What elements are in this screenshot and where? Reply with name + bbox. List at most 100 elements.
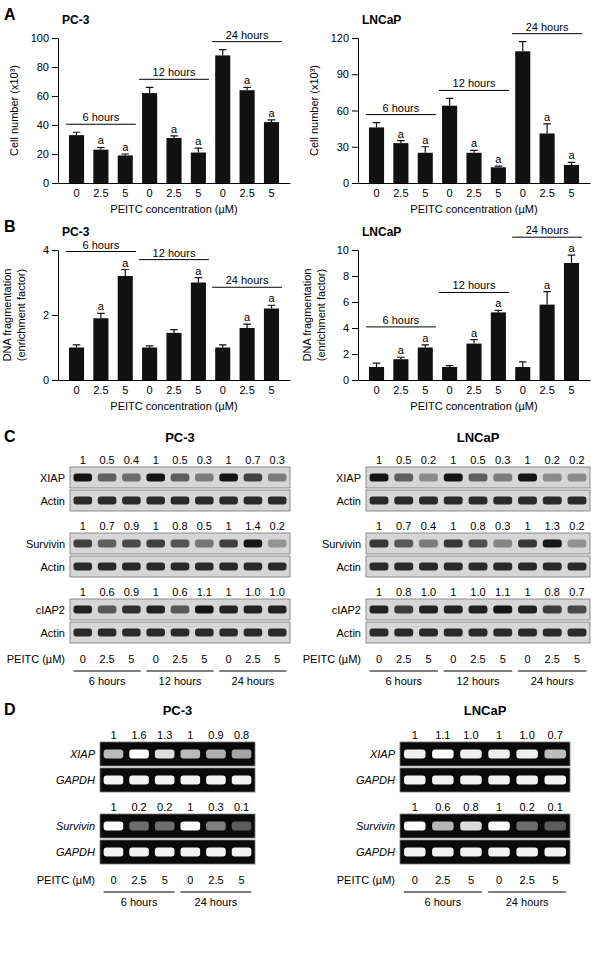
- group-line: [219, 671, 286, 672]
- error-bar: [146, 346, 154, 348]
- bar: [166, 138, 181, 183]
- control-band: [155, 847, 175, 856]
- lane-label: 2.5: [99, 653, 114, 665]
- x-tick-label: 5: [268, 187, 274, 199]
- quantification-label: 1: [376, 520, 382, 532]
- row-label: GAPDH: [56, 846, 95, 858]
- quantification-label: 0.7: [245, 454, 260, 466]
- control-band: [370, 497, 389, 505]
- control-band: [394, 629, 413, 637]
- significance-label: a: [171, 123, 178, 135]
- quantification-label: 1: [412, 729, 418, 741]
- quantification-label: 0.3: [197, 454, 212, 466]
- group-line: [146, 671, 213, 672]
- x-tick-label: 2.5: [166, 187, 181, 199]
- y-axis-line: [58, 251, 59, 381]
- bar-chart: 030609012002.5502.5502.55aaaaaa6 hours12…: [308, 13, 591, 215]
- control-band: [98, 629, 117, 637]
- quantification-label: 1: [226, 586, 232, 598]
- control-band: [488, 847, 509, 856]
- error-bar: [219, 345, 227, 348]
- x-tick-label: 2.5: [93, 384, 108, 396]
- error-bar: [373, 363, 381, 367]
- band: [469, 474, 488, 482]
- error-bar: [495, 166, 503, 167]
- control-band: [460, 847, 481, 856]
- lane-label: 2.5: [470, 653, 485, 665]
- plot-marks: [69, 50, 279, 183]
- band: [244, 540, 263, 548]
- control-band: [469, 563, 488, 571]
- error-bar: [268, 120, 276, 122]
- band: [469, 606, 488, 614]
- strip-background: [400, 814, 570, 838]
- group-label: 12 hours: [159, 675, 202, 687]
- error-bar: [568, 255, 576, 263]
- group-line: [518, 671, 587, 672]
- quantification-label: 0.2: [157, 801, 172, 813]
- bar: [93, 318, 108, 380]
- y-tick-mark: [352, 354, 358, 355]
- x-tick: 0: [147, 187, 153, 199]
- control-band: [516, 775, 537, 784]
- control-band: [394, 563, 413, 571]
- lane-label: 0: [187, 874, 193, 886]
- control-band: [444, 629, 463, 637]
- control-band: [419, 497, 438, 505]
- strip-background: [70, 622, 290, 643]
- chart-title: PC-3: [62, 225, 90, 239]
- group-line: [366, 326, 436, 327]
- chart-title: LNCaP: [362, 225, 401, 239]
- band: [219, 474, 238, 482]
- band: [98, 606, 117, 614]
- lane-label: 5: [500, 653, 506, 665]
- strip-background: [400, 742, 570, 766]
- x-tick-label: 5: [422, 187, 428, 199]
- band: [129, 821, 149, 830]
- control-band: [104, 847, 124, 856]
- quantification-label: 1: [226, 520, 232, 532]
- band: [432, 821, 453, 830]
- lane-label: 2.5: [208, 874, 223, 886]
- x-tick-label: 0: [147, 187, 153, 199]
- y-tick: 2: [43, 309, 58, 321]
- bar: [142, 93, 157, 183]
- y-axis-title-line: (enrichment factor): [15, 269, 27, 361]
- y-tick-label: 10: [337, 244, 349, 256]
- bar-chart: 02402.5502.5502.55aaaaa6 hours12 hours24…: [1, 218, 290, 412]
- error-bar: [446, 366, 454, 367]
- y-tick: 0: [343, 177, 358, 189]
- significance-label: a: [568, 242, 575, 254]
- y-tick-mark: [52, 315, 58, 316]
- strip-background: [70, 599, 290, 620]
- band: [394, 540, 413, 548]
- lane-label: 2.5: [172, 653, 187, 665]
- quantification-label: 0.8: [172, 520, 187, 532]
- band: [460, 749, 481, 758]
- bar: [369, 127, 384, 183]
- quantification-label: 0.8: [470, 520, 485, 532]
- bar: [418, 153, 433, 183]
- blot-strip: [70, 622, 290, 643]
- band: [370, 606, 389, 614]
- quantification-label: 0.2: [569, 520, 584, 532]
- gel-strip: [100, 742, 255, 766]
- gel-strip: [400, 768, 570, 792]
- x-axis-line: [59, 183, 291, 184]
- y-tick-label: 0: [43, 177, 49, 189]
- lane-label: 0: [110, 874, 116, 886]
- group-line: [139, 79, 209, 80]
- group-line: [512, 33, 582, 34]
- control-band: [493, 629, 512, 637]
- significance-label: a: [122, 141, 129, 153]
- band: [493, 540, 512, 548]
- blot-strip: [366, 599, 590, 620]
- control-band: [232, 775, 252, 784]
- lane-label: 0: [376, 653, 382, 665]
- y-tick-label: 80: [37, 61, 49, 73]
- control-band: [181, 775, 201, 784]
- band: [122, 474, 141, 482]
- significance-label: a: [268, 107, 275, 119]
- y-tick: 60: [337, 105, 358, 117]
- quantification-label: 1: [187, 729, 193, 741]
